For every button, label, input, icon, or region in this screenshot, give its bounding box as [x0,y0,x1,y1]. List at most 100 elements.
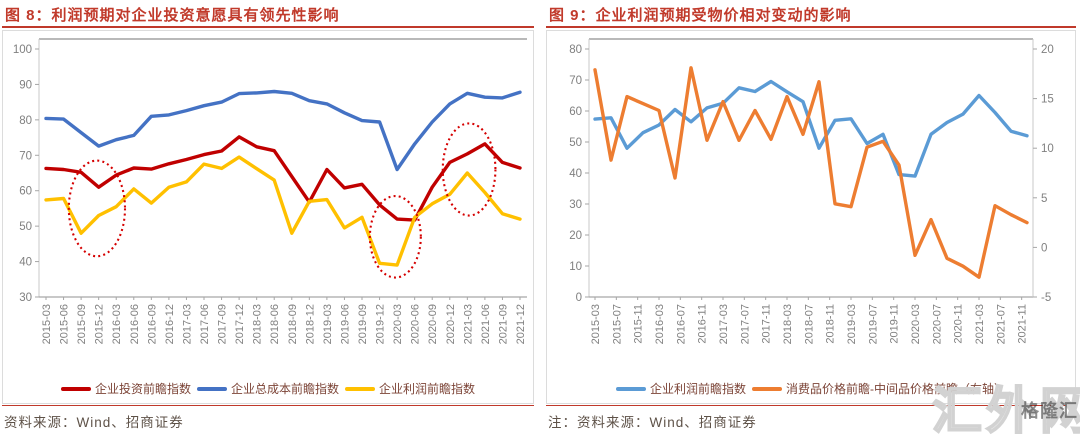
legend-item: 企业利润前瞻指数 [345,380,475,397]
svg-text:2015-03: 2015-03 [41,304,53,344]
svg-text:2016-06: 2016-06 [129,304,141,344]
svg-text:90: 90 [19,79,32,91]
legend-label: 企业总成本前瞻指数 [230,382,339,396]
svg-text:15: 15 [1041,94,1054,106]
svg-text:0: 0 [576,292,582,304]
svg-text:10: 10 [1041,143,1054,155]
legend-swatch [345,386,375,391]
watermark-logo-text: 格隆汇 [1021,401,1078,421]
legend-item: 企业利润前瞻指数 [615,380,746,397]
legend-label: 企业利润前瞻指数 [649,382,746,396]
svg-text:70: 70 [569,75,582,87]
figure8-chart-box: 30 40 50 60 70 80 90 100 2015-03 2015-06 2015-09 20… [2,30,534,404]
svg-text:2019-03: 2019-03 [846,304,858,344]
figure9-bottom-rule [546,405,1076,406]
svg-text:2018-12: 2018-12 [304,304,316,344]
svg-text:2017-12: 2017-12 [234,304,246,344]
svg-text:100: 100 [13,44,32,56]
legend-item: 企业投资前瞻指数 [60,380,191,397]
svg-text:30: 30 [569,199,582,211]
figure8-line-chart: 30 40 50 60 70 80 90 100 2015-03 2015-06 2015-09 20… [13,38,527,344]
svg-text:2017-03: 2017-03 [181,304,193,344]
svg-text:2017-09: 2017-09 [217,304,229,344]
svg-text:2016-09: 2016-09 [146,304,158,344]
svg-text:20: 20 [569,230,582,242]
figure8-bottom-rule [2,405,534,406]
figure9-title-underline [546,26,1076,28]
svg-text:2018-06: 2018-06 [269,304,281,344]
svg-text:2015-03: 2015-03 [590,304,602,344]
svg-text:2021-12: 2021-12 [515,304,527,344]
svg-text:2015-07: 2015-07 [611,304,623,344]
svg-text:2020-09: 2020-09 [427,304,439,344]
svg-text:2017-06: 2017-06 [199,304,211,344]
svg-text:2019-11: 2019-11 [889,304,901,344]
svg-text:2016-12: 2016-12 [164,304,176,344]
figure8-title: 图 8：利润预期对企业投资意愿具有领先性影响 [5,7,340,24]
svg-text:30: 30 [19,292,32,304]
svg-text:2020-03: 2020-03 [392,304,404,344]
figure9-title: 图 9：企业利润预期受物价相对变动的影响 [549,7,852,24]
svg-text:2016-03: 2016-03 [654,304,666,344]
svg-text:2020-07: 2020-07 [931,304,943,344]
legend-item: 消费品价格前瞻-中间品价格前瞻（右轴） [752,380,1006,397]
svg-text:2021-06: 2021-06 [480,304,492,344]
svg-text:2020-03: 2020-03 [910,304,922,344]
figure9-chart-box: 0 10 20 30 40 50 60 70 80 -5 0 5 10 15 20 2015-03 2015-0… [546,30,1076,404]
svg-text:2019-06: 2019-06 [339,304,351,344]
svg-text:2015-06: 2015-06 [59,304,71,344]
svg-text:20: 20 [1041,44,1054,56]
svg-text:2018-03: 2018-03 [252,304,264,344]
svg-text:70: 70 [19,150,32,162]
figure9-source: 注：资料来源：Wind、招商证券 [548,415,757,430]
svg-text:80: 80 [19,115,32,127]
legend-swatch [615,386,646,391]
svg-text:2021-03: 2021-03 [974,304,986,344]
svg-text:2018-09: 2018-09 [287,304,299,344]
figure9-line-chart: 0 10 20 30 40 50 60 70 80 -5 0 5 10 15 20 2015-03 2015-0… [569,38,1054,344]
svg-text:2020-06: 2020-06 [410,304,422,344]
svg-text:2015-09: 2015-09 [76,304,88,344]
svg-text:40: 40 [19,257,32,269]
figure8-source: 资料来源：Wind、招商证券 [4,415,184,430]
svg-text:2018-03: 2018-03 [782,304,794,344]
svg-text:2019-09: 2019-09 [357,304,369,344]
legend-item: 企业总成本前瞻指数 [196,380,339,397]
svg-text:2017-11: 2017-11 [761,304,773,344]
svg-text:2018-07: 2018-07 [803,304,815,344]
svg-text:-5: -5 [1041,292,1051,304]
watermark-text: 汇外网 [931,382,1080,437]
figure9-panel: 图 9：企业利润预期受物价相对变动的影响 0 10 20 30 40 50 60 70 80 -5… [546,0,1078,437]
legend-label: 企业利润前瞻指数 [379,382,476,396]
svg-text:2020-11: 2020-11 [953,304,965,344]
svg-text:2021-07: 2021-07 [995,304,1007,344]
svg-text:2016-07: 2016-07 [675,304,687,344]
svg-text:2017-07: 2017-07 [739,304,751,344]
svg-text:2016-11: 2016-11 [697,304,709,344]
legend-swatch [60,386,91,391]
svg-text:50: 50 [569,137,582,149]
svg-text:2015-12: 2015-12 [94,304,106,344]
legend-label: 消费品价格前瞻-中间品价格前瞻（右轴） [786,382,1006,396]
figure9-legend: 企业利润前瞻指数 消费品价格前瞻-中间品价格前瞻（右轴） [547,380,1075,397]
figure8-legend: 企业投资前瞻指数 企业总成本前瞻指数 企业利润前瞻指数 [3,380,533,397]
svg-text:2015-11: 2015-11 [633,304,645,344]
svg-text:5: 5 [1041,193,1047,205]
svg-text:80: 80 [569,44,582,56]
svg-text:60: 60 [19,186,32,198]
svg-text:50: 50 [19,221,32,233]
svg-text:10: 10 [569,261,582,273]
svg-text:2018-11: 2018-11 [825,304,837,344]
svg-text:2021-11: 2021-11 [1017,304,1029,344]
svg-text:2021-03: 2021-03 [462,304,474,344]
svg-text:2019-07: 2019-07 [867,304,879,344]
legend-swatch [196,386,227,391]
svg-text:2020-12: 2020-12 [445,304,457,344]
legend-label: 企业投资前瞻指数 [94,382,191,396]
svg-text:2019-03: 2019-03 [322,304,334,344]
svg-text:40: 40 [569,168,582,180]
svg-text:2021-09: 2021-09 [497,304,509,344]
svg-text:2017-03: 2017-03 [718,304,730,344]
svg-text:2019-12: 2019-12 [375,304,387,344]
